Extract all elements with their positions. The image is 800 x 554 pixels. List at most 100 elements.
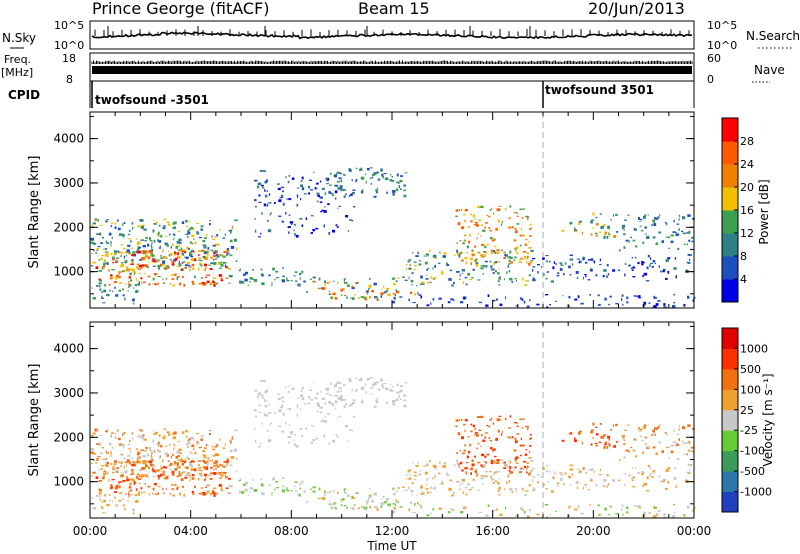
power-cell (497, 219, 500, 223)
velocity-cell (352, 507, 355, 510)
velocity-cell (95, 495, 99, 497)
power-cell (134, 290, 138, 293)
power-cell (214, 236, 218, 238)
power-cell (134, 284, 137, 287)
power-cell (98, 259, 100, 261)
power-cell (176, 253, 178, 257)
power-cell (104, 248, 108, 250)
power-cell (101, 295, 103, 299)
power-cell (114, 286, 116, 289)
velocity-cell (528, 457, 532, 459)
power-cell (652, 265, 654, 268)
velocity-cell (549, 470, 551, 473)
velocity-cell (306, 501, 308, 503)
velocity-cell (92, 452, 95, 455)
power-cell (449, 269, 453, 272)
velocity-cell (143, 460, 147, 463)
velocity-cell (98, 488, 101, 491)
power-cell (574, 298, 578, 301)
power-cell (606, 275, 608, 278)
velocity-cell (490, 475, 493, 478)
velocity-cell (152, 487, 155, 491)
power-cell (239, 268, 241, 270)
power-cell (328, 293, 331, 296)
velocity-cell (631, 479, 634, 481)
velocity-cell (545, 504, 549, 506)
power-cell (515, 246, 519, 250)
velocity-cell (185, 443, 189, 445)
power-cell (654, 262, 656, 264)
power-cell (472, 214, 476, 218)
velocity-cell (578, 470, 582, 474)
velocity-cell (480, 477, 484, 480)
velocity-cell (317, 497, 321, 500)
velocity-cell (136, 448, 138, 450)
power-cell (328, 191, 331, 194)
velocity-cell (118, 485, 121, 489)
velocity-cell (423, 492, 425, 495)
velocity-cell (637, 472, 640, 475)
power-cell (643, 272, 648, 276)
velocity-cell (325, 387, 328, 391)
nave-tick-bottom: 0 (707, 73, 714, 86)
power-cell (149, 237, 151, 240)
power-cell (281, 194, 284, 198)
power-cell (392, 192, 394, 195)
power-cell (632, 276, 636, 278)
power-cell (569, 222, 573, 225)
power-cell (176, 277, 179, 280)
velocity-cell (593, 470, 596, 474)
velocity-cell (350, 507, 352, 509)
power-cell (181, 252, 183, 254)
power-cell (229, 254, 233, 257)
velocity-cell (264, 390, 267, 394)
power-cell (129, 251, 131, 254)
velocity-cell (568, 505, 571, 509)
power-cell (231, 227, 234, 230)
power-cell (506, 271, 508, 275)
velocity-cell (281, 400, 285, 403)
power-cell (92, 242, 95, 245)
velocity-cell (185, 430, 188, 433)
velocity-cell (474, 427, 476, 430)
power-cell (652, 306, 654, 309)
velocity-cell (490, 476, 492, 479)
velocity-cell (94, 428, 98, 432)
velocity-cell (467, 450, 471, 452)
power-cell (135, 278, 138, 281)
power-cell (397, 277, 400, 279)
power-cell (222, 237, 226, 239)
power-cell (668, 236, 671, 239)
velocity-cell (557, 482, 560, 485)
velocity-cell (578, 431, 581, 435)
power-cell (226, 253, 228, 257)
velocity-cell (110, 435, 113, 438)
velocity-cell (545, 488, 548, 490)
velocity-cell (470, 430, 473, 433)
velocity-cell (624, 483, 626, 487)
power-cell (215, 282, 219, 285)
power-cell (529, 299, 531, 302)
power-cell (180, 242, 182, 245)
power-cell (151, 242, 153, 245)
power-cell (234, 219, 238, 222)
velocity-cell (459, 483, 461, 487)
beam-title: Beam 15 (358, 0, 430, 18)
velocity-cell (285, 386, 287, 389)
power-cell (337, 187, 340, 190)
power-cell (467, 240, 471, 242)
velocity-cell (403, 399, 406, 402)
power-cell (380, 295, 383, 298)
power-cell (131, 247, 133, 250)
velocity-cell (157, 474, 161, 478)
power-cbar-segment (722, 256, 738, 280)
velocity-cell (174, 467, 178, 471)
velocity-cell (108, 442, 112, 446)
power-cell (342, 189, 346, 191)
power-cell (624, 263, 627, 265)
velocity-cell (337, 381, 341, 384)
velocity-cell (461, 469, 464, 472)
power-cell (288, 198, 292, 201)
velocity-cell (619, 459, 621, 462)
velocity-cell (323, 420, 327, 423)
